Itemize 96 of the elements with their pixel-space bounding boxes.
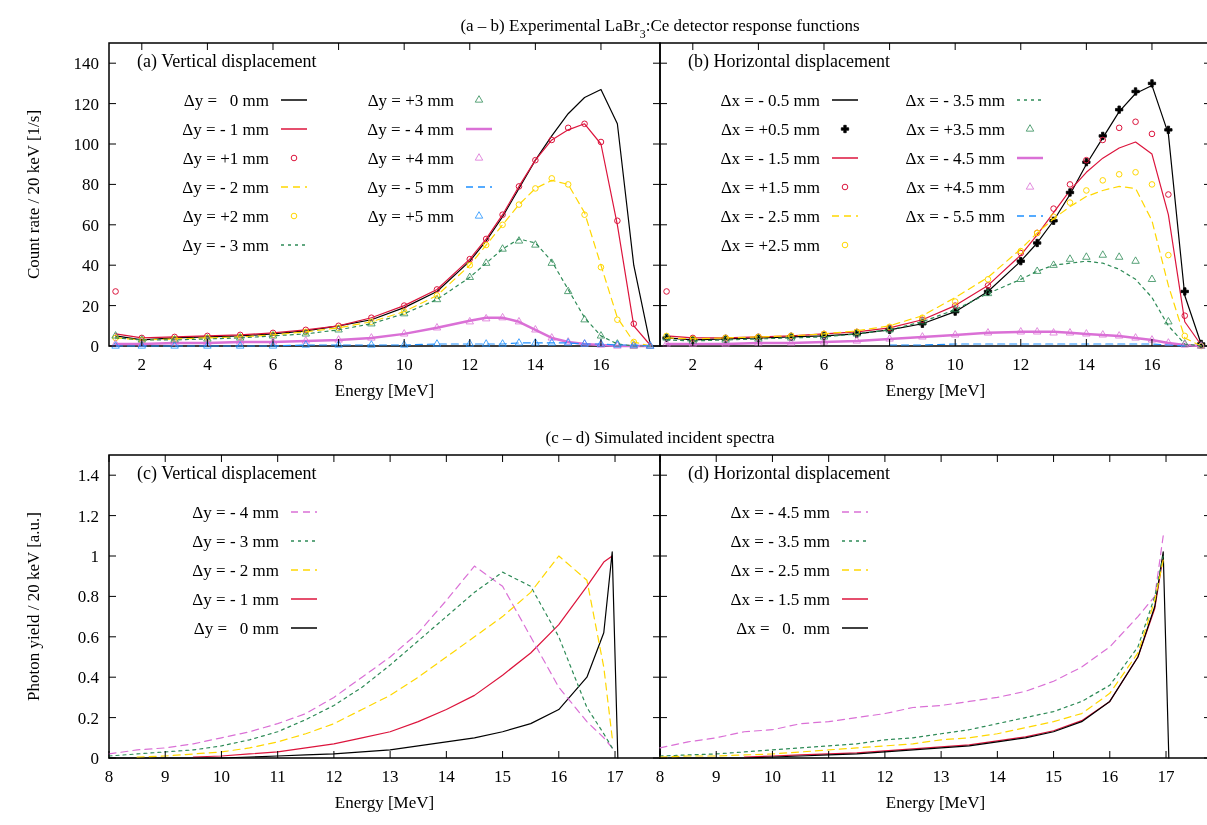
legend-label: Δy = - 3 mm — [192, 532, 279, 551]
x-tick-label: 6 — [268, 355, 278, 374]
legend-label: Δx = - 4.5 mm — [730, 503, 830, 522]
legend-label: Δy = - 5 mm — [367, 178, 454, 197]
y-tick-label: 0.2 — [77, 708, 99, 728]
chart-subtitle: (a) Vertical displacement — [137, 51, 317, 72]
legend-label: Δy = 0 mm — [183, 91, 269, 110]
x-tick-label: 13 — [932, 767, 950, 786]
x-tick-label: 16 — [1101, 767, 1119, 786]
legend-label: Δx = - 4.5 mm — [905, 149, 1005, 168]
x-tick-label: 14 — [1077, 355, 1096, 374]
x-axis-title: Energy [MeV] — [885, 381, 986, 400]
y-axis-title: Count rate / 20 keV [1/s] — [24, 109, 43, 280]
x-tick-label: 13 — [381, 767, 399, 786]
x-tick-label: 9 — [711, 767, 721, 786]
y-tick-label: 0.6 — [77, 627, 99, 647]
x-tick-label: 12 — [461, 355, 479, 374]
legend-label: Δy = +3 mm — [367, 91, 454, 110]
y-axis-title: Photon yield / 20 keV [a.u.] — [24, 511, 43, 702]
legend-label: Δx = - 1.5 mm — [730, 590, 830, 609]
y-tick-label: 120 — [73, 94, 99, 114]
legend-label: Δx = 0. mm — [736, 619, 830, 638]
y-tick-label: 40 — [82, 256, 99, 276]
legend-label: Δx = - 5.5 mm — [905, 207, 1005, 226]
legend-label: Δy = 0 mm — [193, 619, 279, 638]
y-tick-label: 1.4 — [77, 466, 100, 486]
x-tick-label: 15 — [494, 767, 512, 786]
x-tick-label: 14 — [526, 355, 545, 374]
y-tick-label: 1.2 — [77, 506, 99, 526]
y-tick-label: 140 — [73, 54, 99, 74]
legend-label: Δy = +1 mm — [182, 149, 269, 168]
x-tick-label: 16 — [1143, 355, 1161, 374]
legend-label: Δx = +3.5 mm — [905, 120, 1005, 139]
x-axis-title: Energy [MeV] — [334, 793, 435, 812]
x-tick-label: 12 — [1012, 355, 1030, 374]
text: (c) Vertical displacement — [137, 463, 317, 484]
x-tick-label: 16 — [592, 355, 610, 374]
legend-label: Δy = - 1 mm — [182, 120, 269, 139]
chart-subtitle: (b) Horizontal displacement — [688, 51, 890, 72]
legend-label: Δy = +4 mm — [367, 149, 454, 168]
y-tick-label: 60 — [82, 215, 99, 235]
legend-label: Δy = - 1 mm — [192, 590, 279, 609]
legend-label: Δx = - 3.5 mm — [905, 91, 1005, 110]
x-tick-label: 12 — [876, 767, 894, 786]
y-tick-label: 20 — [82, 296, 99, 316]
legend-label: Δy = - 2 mm — [192, 561, 279, 580]
x-axis-title: Energy [MeV] — [885, 793, 986, 812]
legend-label: Δy = - 3 mm — [182, 236, 269, 255]
legend-label: Δx = +2.5 mm — [720, 236, 820, 255]
legend-label: Δx = - 0.5 mm — [720, 91, 820, 110]
x-tick-label: 8 — [104, 767, 114, 786]
y-tick-label: 80 — [82, 175, 99, 195]
legend-label: Δy = - 2 mm — [182, 178, 269, 197]
y-tick-label: 0.8 — [77, 587, 99, 607]
x-tick-label: 8 — [885, 355, 894, 374]
x-tick-label: 11 — [269, 767, 286, 786]
legend-label: Δx = - 1.5 mm — [720, 149, 820, 168]
legend-label: Δy = +5 mm — [367, 207, 454, 226]
chart-title: (c – d) Simulated incident spectra — [545, 428, 775, 447]
x-tick-label: 17 — [1157, 767, 1176, 786]
legend-label: Δx = +1.5 mm — [720, 178, 820, 197]
x-tick-label: 12 — [325, 767, 343, 786]
text: (d) Horizontal displacement — [688, 463, 890, 484]
x-tick-label: 11 — [820, 767, 837, 786]
legend-label: Δx = +0.5 mm — [720, 120, 820, 139]
y-tick-label: 0.4 — [77, 668, 100, 688]
x-tick-label: 4 — [754, 355, 764, 374]
x-tick-label: 16 — [550, 767, 568, 786]
x-tick-label: 8 — [655, 767, 665, 786]
x-tick-label: 14 — [988, 767, 1007, 786]
chart-title: (a – b) Experimental LaBr$_{3}$:Ce detector response functions — [460, 16, 860, 41]
x-tick-label: 17 — [606, 767, 625, 786]
legend-label: Δy = - 4 mm — [367, 120, 454, 139]
x-tick-label: 2 — [137, 355, 147, 374]
y-tick-label: 0 — [90, 337, 99, 356]
x-tick-label: 2 — [688, 355, 698, 374]
legend-label: Δx = +4.5 mm — [905, 178, 1005, 197]
x-tick-label: 15 — [1045, 767, 1063, 786]
legend-label: Δx = - 2.5 mm — [720, 207, 820, 226]
x-tick-label: 10 — [395, 355, 413, 374]
legend-label: Δx = - 3.5 mm — [730, 532, 830, 551]
legend-label: Δx = - 2.5 mm — [730, 561, 830, 580]
x-tick-label: 8 — [334, 355, 343, 374]
x-tick-label: 9 — [160, 767, 170, 786]
x-tick-label: 10 — [946, 355, 964, 374]
x-tick-label: 14 — [437, 767, 456, 786]
x-tick-label: 10 — [763, 767, 781, 786]
y-tick-label: 1 — [90, 547, 99, 566]
x-axis-title: Energy [MeV] — [334, 381, 435, 400]
x-tick-label: 10 — [212, 767, 230, 786]
legend-label: Δy = +2 mm — [182, 207, 269, 226]
legend-label: Δy = - 4 mm — [192, 503, 279, 522]
y-tick-label: 100 — [73, 135, 99, 154]
y-tick-label: 0 — [90, 749, 99, 768]
x-tick-label: 4 — [203, 355, 213, 374]
x-tick-label: 6 — [819, 355, 829, 374]
